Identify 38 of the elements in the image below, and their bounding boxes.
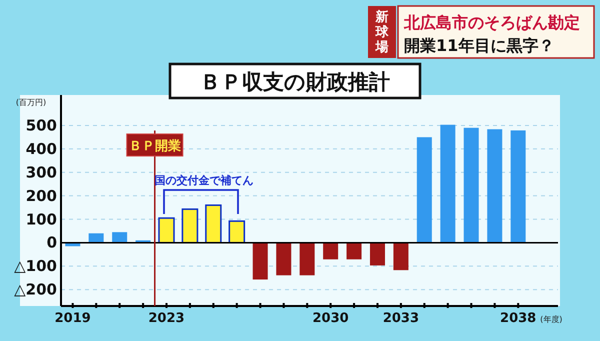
y-tick-label: 500 [26, 116, 57, 134]
y-axis-title: (百万円) [16, 98, 46, 107]
y-tick-label: 400 [26, 140, 57, 158]
x-tick-label: 2019 [54, 311, 91, 326]
bar [323, 242, 338, 260]
bar [88, 233, 104, 243]
x-tick-label: 2023 [148, 311, 185, 326]
bar [487, 129, 502, 243]
bar [346, 242, 362, 260]
bar [370, 242, 385, 266]
bar [510, 130, 526, 243]
bar [276, 242, 292, 276]
text: 新球場 [374, 9, 390, 55]
text: 開業11年目に黒字？ [404, 36, 554, 55]
y-tick-label: 0 [46, 234, 57, 252]
y-tick-label: △200 [14, 280, 57, 299]
x-axis-title: (年度) [540, 315, 562, 324]
bar [300, 242, 315, 276]
bar [205, 204, 222, 244]
ref-line-label: ＢＰ開業 [128, 139, 181, 154]
chart-title: ＢＰ収支の財政推計 [200, 70, 390, 94]
y-tick-label: 300 [26, 163, 57, 182]
text: 北広島市のそろばん勘定 [403, 13, 580, 32]
bar [440, 124, 456, 243]
y-tick-label: 100 [26, 210, 57, 228]
x-tick-label: 2038 [500, 311, 536, 326]
bar [252, 242, 268, 280]
bar [416, 137, 432, 243]
y-tick-label: △100 [14, 257, 57, 276]
y-tick-label: 200 [26, 186, 57, 205]
bar [112, 232, 128, 243]
x-tick-label: 2030 [312, 311, 349, 326]
bar [182, 208, 198, 244]
bar [158, 217, 175, 244]
bar [464, 128, 479, 243]
bar [228, 220, 246, 244]
bar [393, 242, 408, 270]
x-tick-label: 2033 [382, 311, 420, 326]
